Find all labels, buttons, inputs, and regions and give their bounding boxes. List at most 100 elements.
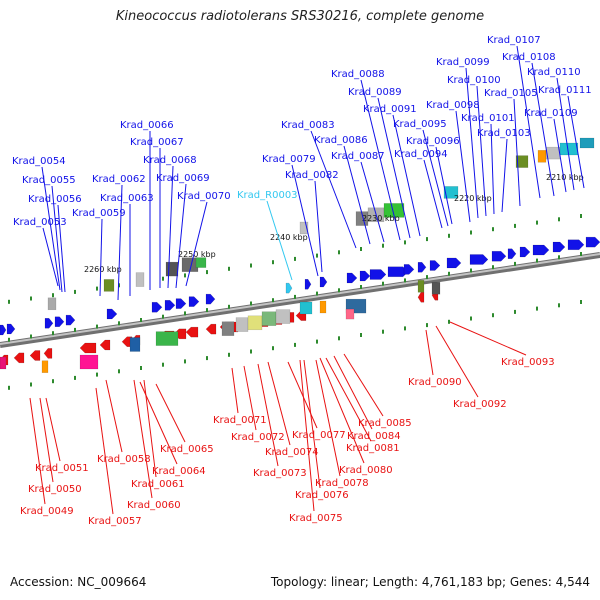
label-leader-line (155, 383, 186, 443)
center-track-tick (184, 311, 186, 316)
reverse-track-tick (228, 352, 230, 357)
reverse-gene-label: Krad_0080 (339, 465, 393, 476)
forward-gene-arrow (151, 301, 163, 313)
forward-gene-label: Krad_0079 (262, 154, 316, 165)
reverse-gene-arrow (99, 339, 111, 351)
label-leader-line (553, 118, 567, 193)
forward-track-tick (96, 286, 98, 291)
forward-gene-label: Krad_0099 (436, 57, 490, 68)
gene-feature-block (515, 155, 529, 168)
forward-track-tick (8, 299, 10, 304)
forward-gene-arrow (519, 246, 531, 258)
reverse-track-tick (426, 323, 428, 328)
label-leader-line (95, 387, 114, 515)
reverse-gene-arrow (29, 350, 41, 361)
forward-track-tick (250, 263, 252, 268)
center-track-tick (74, 327, 76, 332)
forward-gene-label: Krad_0053 (13, 217, 67, 228)
forward-gene-label: Krad_0108 (502, 52, 556, 63)
reverse-gene-label: Krad_0076 (295, 490, 349, 501)
gene-feature-block (431, 281, 441, 295)
forward-track-tick (272, 260, 274, 265)
forward-gene-label: Krad_0086 (314, 135, 368, 146)
reverse-gene-arrow (205, 323, 217, 335)
label-leader-line (291, 164, 319, 277)
forward-gene-arrow (44, 318, 54, 329)
forward-track-tick (404, 240, 406, 245)
forward-gene-arrow (446, 257, 462, 269)
forward-gene-label: Krad_R0003 (237, 190, 298, 201)
label-leader-line (425, 329, 434, 376)
label-leader-line (105, 379, 123, 453)
label-leader-line (231, 367, 239, 414)
forward-track-tick (316, 253, 318, 258)
reverse-track-tick (74, 375, 76, 380)
label-leader-line (501, 138, 508, 213)
scale-label: 2230 kbp (362, 214, 400, 223)
reverse-track-tick (162, 362, 164, 367)
forward-gene-label: Krad_0054 (12, 156, 66, 167)
label-leader-line (556, 77, 575, 191)
forward-gene-label: Krad_0107 (487, 35, 541, 46)
reverse-track-tick (30, 382, 32, 387)
gene-feature-block (47, 297, 57, 311)
gene-feature-block (79, 354, 99, 370)
label-leader-line (455, 110, 471, 223)
label-leader-line (41, 166, 61, 291)
reverse-track-tick (52, 379, 54, 384)
forward-track-tick (52, 293, 54, 298)
reverse-gene-label: Krad_0081 (346, 443, 400, 454)
label-leader-line (449, 321, 527, 356)
reverse-gene-label: Krad_0058 (97, 454, 151, 465)
label-leader-line (490, 123, 495, 215)
gene-feature-block (537, 150, 547, 163)
forward-gene-label: Krad_0094 (394, 149, 448, 160)
reverse-track-tick (558, 303, 560, 308)
reverse-track-tick (382, 329, 384, 334)
reverse-gene-label: Krad_0073 (253, 468, 307, 479)
gene-feature-block (319, 300, 327, 314)
reverse-gene-arrow (185, 326, 199, 338)
gene-feature-block (417, 280, 425, 293)
label-leader-line (435, 146, 453, 225)
forward-gene-arrow (65, 314, 76, 326)
forward-gene-label: Krad_0059 (72, 208, 126, 219)
gene-feature-block (579, 137, 595, 149)
center-track-tick (250, 301, 252, 306)
label-leader-line (319, 357, 365, 464)
reverse-gene-label: Krad_0060 (127, 500, 181, 511)
reverse-gene-label: Krad_0061 (131, 479, 185, 490)
gene-feature-block (0, 356, 7, 370)
gene-feature-block (443, 186, 459, 199)
label-leader-line (513, 98, 521, 207)
label-leader-line (299, 359, 315, 512)
forward-track-tick (536, 220, 538, 225)
forward-gene-label: Krad_0105 (484, 88, 538, 99)
center-track-tick (514, 261, 516, 266)
label-leader-line (476, 85, 487, 217)
label-leader-line (303, 359, 321, 489)
forward-gene-arrow (304, 279, 312, 290)
reverse-gene-label: Krad_0075 (289, 513, 343, 524)
label-leader-line (167, 165, 174, 289)
label-leader-line (39, 397, 54, 483)
label-leader-line (422, 129, 449, 227)
forward-track-tick (228, 266, 230, 271)
forward-gene-arrow (507, 248, 517, 260)
reverse-track-tick (514, 309, 516, 314)
forward-gene-arrow (0, 324, 7, 336)
label-leader-line (139, 381, 178, 465)
label-leader-line (392, 114, 421, 237)
forward-gene-label: Krad_0056 (28, 194, 82, 205)
forward-track-tick (206, 270, 208, 275)
forward-gene-arrow (469, 254, 489, 265)
gene-feature-block (135, 272, 145, 287)
label-leader-line (99, 218, 103, 297)
reverse-gene-label: Krad_0093 (501, 357, 555, 368)
reverse-gene-label: Krad_0049 (20, 506, 74, 517)
gene-feature-block (559, 142, 579, 156)
label-leader-line (360, 79, 401, 241)
reverse-gene-label: Krad_0050 (28, 484, 82, 495)
forward-gene-label: Krad_0109 (524, 108, 578, 119)
